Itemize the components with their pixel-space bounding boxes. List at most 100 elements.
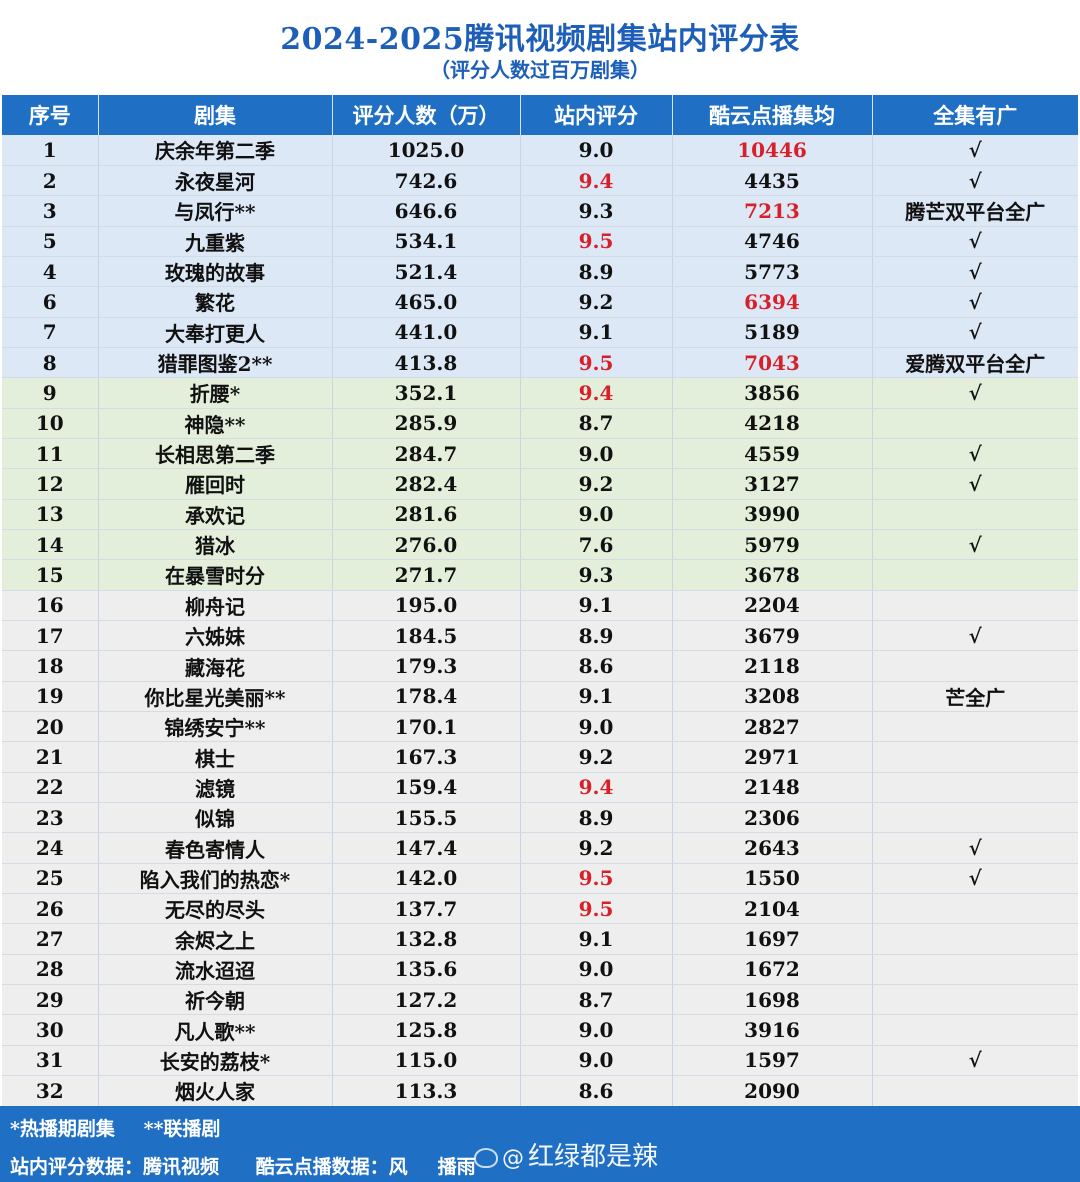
row-score-cell: 9.5: [520, 893, 673, 925]
row-score-cell: 9.2: [520, 286, 673, 318]
row-count-cell: 125.8: [332, 1014, 521, 1046]
row-ad-cell: √: [872, 832, 1078, 864]
row-ad-cell: √: [872, 863, 1078, 895]
table-row: 10 神隐** 285.9 8.7 4218: [2, 408, 1078, 439]
row-name-cell: 与凤行**: [98, 195, 333, 227]
table-row: 19 你比星光美丽** 178.4 9.1 3208 芒全广: [2, 681, 1078, 713]
row-name-cell: 陷入我们的热恋*: [98, 863, 333, 895]
table-row: 28 流水迢迢 135.6 9.0 1672: [2, 954, 1078, 986]
note-simulcast: **联播剧: [143, 1118, 221, 1140]
row-name-cell: 柳舟记: [98, 590, 333, 622]
row-score-cell: 9.3: [520, 195, 673, 227]
row-name-cell: 九重紫: [98, 226, 333, 257]
row-ad-cell: √: [872, 529, 1078, 561]
row-name-cell: 雁回时: [98, 468, 333, 500]
row-no-cell: 8: [2, 347, 99, 379]
table-row: 2 永夜星河 742.6 9.4 4435 √: [2, 165, 1078, 197]
row-count-cell: 132.8: [332, 923, 521, 955]
row-ad-cell: √: [872, 438, 1078, 470]
row-ad-cell: [872, 923, 1078, 955]
row-count-cell: 1025.0: [332, 135, 521, 166]
row-score-cell: 9.1: [520, 923, 673, 955]
row-no-cell: 32: [2, 1075, 99, 1107]
row-no-cell: 12: [2, 468, 99, 500]
row-no-cell: 9: [2, 377, 99, 409]
row-no-cell: 31: [2, 1045, 99, 1077]
row-ad-cell: √: [872, 286, 1078, 318]
weibo-logo-icon: [474, 1147, 498, 1168]
row-count-cell: 113.3: [332, 1075, 521, 1107]
row-no-cell: 23: [2, 802, 99, 834]
row-name-cell: 似锦: [98, 802, 333, 834]
watermark-at: @: [502, 1146, 524, 1171]
row-ad-cell: [872, 650, 1078, 682]
row-name-cell: 神隐**: [98, 408, 333, 439]
row-ad-cell: √: [872, 256, 1078, 288]
row-no-cell: 10: [2, 408, 99, 439]
row-name-cell: 长相思第二季: [98, 438, 333, 470]
row-count-cell: 281.6: [332, 499, 521, 530]
row-no-cell: 19: [2, 681, 99, 713]
table-row: 31 长安的荔枝* 115.0 9.0 1597 √: [2, 1045, 1078, 1077]
row-ad-cell: 爱腾双平台全广: [872, 347, 1078, 379]
row-no-cell: 4: [2, 256, 99, 288]
row-name-cell: 六姊妹: [98, 620, 333, 652]
row-count-cell: 646.6: [332, 195, 521, 227]
row-no-cell: 3: [2, 195, 99, 227]
row-ad-cell: [872, 741, 1078, 773]
source-score: 站内评分数据：腾讯视频: [10, 1156, 220, 1178]
row-name-cell: 滤镜: [98, 772, 333, 804]
row-count-cell: 521.4: [332, 256, 521, 288]
row-name-cell: 繁花: [98, 286, 333, 318]
table-row: 15 在暴雪时分 271.7 9.3 3678: [2, 559, 1078, 591]
row-score-cell: 9.5: [520, 863, 673, 895]
row-score-cell: 8.6: [520, 1075, 673, 1107]
table-row: 14 猎冰 276.0 7.6 5979 √: [2, 529, 1078, 561]
row-no-cell: 7: [2, 317, 99, 348]
row-score-cell: 9.1: [520, 317, 673, 348]
source-kuyun-tail: 播雨: [437, 1156, 476, 1178]
row-count-cell: 127.2: [332, 984, 521, 1016]
row-name-cell: 藏海花: [98, 650, 333, 682]
row-avg-cell: 10446: [672, 135, 873, 166]
row-no-cell: 29: [2, 984, 99, 1016]
row-name-cell: 余烬之上: [98, 923, 333, 955]
row-ad-cell: √: [872, 1045, 1078, 1077]
row-name-cell: 大奉打更人: [98, 317, 333, 348]
note-airing: *热播期剧集: [10, 1118, 115, 1140]
row-ad-cell: √: [872, 377, 1078, 409]
row-score-cell: 9.5: [520, 226, 673, 257]
row-ad-cell: [872, 802, 1078, 834]
watermark: @ 红绿都是辣: [474, 1136, 658, 1173]
row-ad-cell: √: [872, 620, 1078, 652]
row-no-cell: 18: [2, 650, 99, 682]
row-avg-cell: 4435: [672, 165, 873, 197]
row-ad-cell: 芒全广: [872, 681, 1078, 713]
row-count-cell: 413.8: [332, 347, 521, 379]
row-score-cell: 9.1: [520, 590, 673, 622]
row-name-cell: 玫瑰的故事: [98, 256, 333, 288]
row-name-cell: 烟火人家: [98, 1075, 333, 1107]
row-score-cell: 9.0: [520, 1045, 673, 1077]
row-name-cell: 庆余年第二季: [98, 135, 333, 166]
row-score-cell: 9.1: [520, 681, 673, 713]
footer-sources: 站内评分数据：腾讯视频 酷云点播数据：风 播雨: [10, 1152, 536, 1179]
row-name-cell: 猎罪图鉴2**: [98, 347, 333, 379]
row-name-cell: 长安的荔枝*: [98, 1045, 333, 1077]
row-count-cell: 137.7: [332, 893, 521, 925]
row-avg-cell: 3990: [672, 499, 873, 530]
row-score-cell: 9.0: [520, 1014, 673, 1046]
row-count-cell: 170.1: [332, 711, 521, 743]
row-score-cell: 9.4: [520, 772, 673, 804]
row-score-cell: 8.9: [520, 802, 673, 834]
page-subtitle: （评分人数过百万剧集）: [430, 58, 650, 82]
row-no-cell: 28: [2, 954, 99, 986]
table-row: 4 玫瑰的故事 521.4 8.9 5773 √: [2, 256, 1078, 288]
row-score-cell: 9.2: [520, 741, 673, 773]
row-score-cell: 9.3: [520, 559, 673, 591]
table-row: 6 繁花 465.0 9.2 6394 √: [2, 286, 1078, 318]
row-count-cell: 135.6: [332, 954, 521, 986]
row-score-cell: 8.9: [520, 620, 673, 652]
row-avg-cell: 2090: [672, 1075, 873, 1107]
row-avg-cell: 3916: [672, 1014, 873, 1046]
